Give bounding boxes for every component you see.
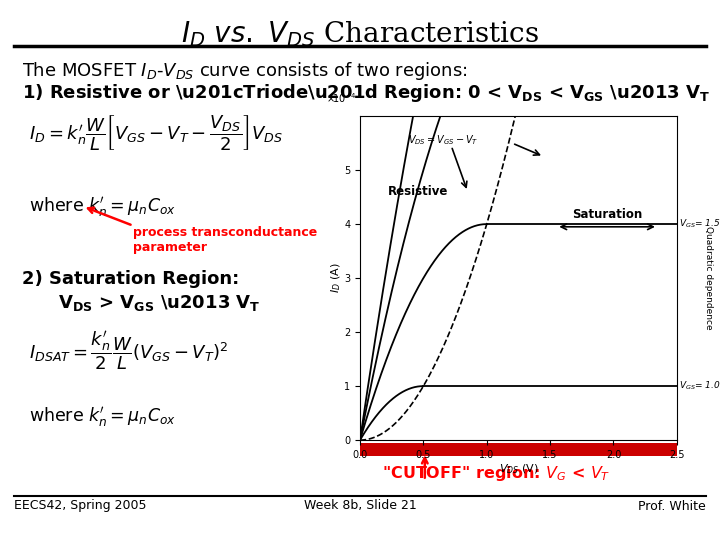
- Text: Prof. White: Prof. White: [638, 500, 706, 512]
- Text: $\mathit{I_D}$ $\mathit{vs.}$ $\mathit{V_{DS}}$ Characteristics: $\mathit{I_D}$ $\mathit{vs.}$ $\mathit{V…: [181, 19, 539, 49]
- Text: 2) Saturation Region:: 2) Saturation Region:: [22, 270, 239, 288]
- Text: EECS42, Spring 2005: EECS42, Spring 2005: [14, 500, 147, 512]
- Text: "CUTOFF" region: $\mathit{V_G}$ < $\mathit{V_T}$: "CUTOFF" region: $\mathit{V_G}$ < $\math…: [382, 464, 610, 483]
- Y-axis label: $I_D$ (A): $I_D$ (A): [329, 263, 343, 293]
- Text: $V_{DS} = V_{GS}-V_T$: $V_{DS} = V_{GS}-V_T$: [408, 133, 479, 147]
- Text: $V_{GS}$= 1.0 V: $V_{GS}$= 1.0 V: [680, 380, 720, 393]
- Text: Resistive: Resistive: [388, 185, 449, 198]
- Text: The MOSFET $\mathbf{\mathit{I_D}}$-$\mathbf{\mathit{V_{DS}}}$ curve consists of : The MOSFET $\mathbf{\mathit{I_D}}$-$\mat…: [22, 60, 467, 83]
- Text: $\times\!10^{-4}$: $\times\!10^{-4}$: [326, 91, 357, 105]
- Text: Saturation: Saturation: [572, 208, 642, 221]
- Text: process transconductance
parameter: process transconductance parameter: [133, 226, 318, 254]
- Text: where $k_n^\prime = \mu_n C_{ox}$: where $k_n^\prime = \mu_n C_{ox}$: [29, 195, 176, 219]
- Bar: [360, 443, 677, 456]
- Text: 1) Resistive or \u201cTriode\u201d Region: 0 < $\mathbf{V_{DS}}$ < $\mathbf{V_{G: 1) Resistive or \u201cTriode\u201d Regio…: [22, 82, 710, 104]
- Text: $V_{GS}$= 1.5 V: $V_{GS}$= 1.5 V: [680, 218, 720, 231]
- Text: $\mathbf{V_{DS}}$ > $\mathbf{V_{GS}}$ \u2013 $\mathbf{V_T}$: $\mathbf{V_{DS}}$ > $\mathbf{V_{GS}}$ \u…: [58, 293, 260, 313]
- Text: Week 8b, Slide 21: Week 8b, Slide 21: [304, 500, 416, 512]
- Text: where $k_n^\prime = \mu_n C_{ox}$: where $k_n^\prime = \mu_n C_{ox}$: [29, 405, 176, 429]
- Text: $I_D = k_n^\prime \dfrac{W}{L}\left[V_{GS} - V_T - \dfrac{V_{DS}}{2}\right]V_{DS: $I_D = k_n^\prime \dfrac{W}{L}\left[V_{G…: [29, 113, 282, 152]
- Text: $I_{DSAT} = \dfrac{k_n^\prime}{2} \dfrac{W}{L}\left(V_{GS} - V_T\right)^2$: $I_{DSAT} = \dfrac{k_n^\prime}{2} \dfrac…: [29, 329, 228, 372]
- Text: Quadratic dependence: Quadratic dependence: [704, 226, 713, 330]
- X-axis label: $V_{DS}$ (V): $V_{DS}$ (V): [498, 463, 539, 476]
